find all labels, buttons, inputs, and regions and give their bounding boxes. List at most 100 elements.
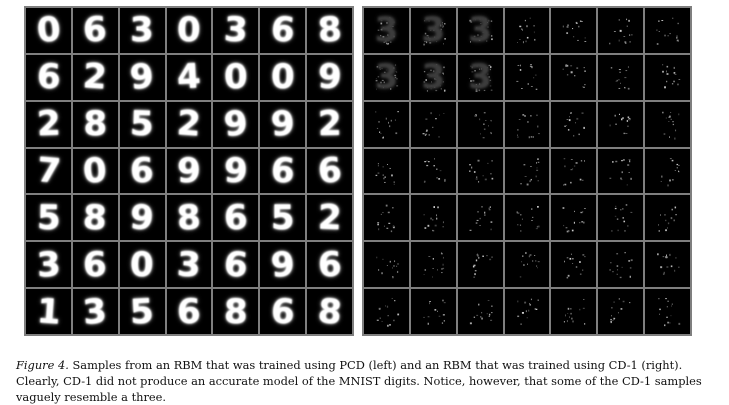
cd1-noise-speck (483, 30, 486, 32)
cd1-noise-speck (435, 89, 437, 91)
cd1-noise-pattern (609, 113, 631, 134)
cd1-noise-speck (625, 132, 627, 134)
pcd-sample-digit: 3 (176, 244, 202, 286)
pcd-sample-digit: 0 (270, 57, 295, 98)
cd1-noise-speck (667, 300, 669, 302)
cd1-noise-speck (577, 39, 580, 41)
cd1-noise-speck (519, 68, 521, 71)
cd1-noise-speck (429, 316, 430, 318)
cd1-noise-speck (477, 255, 479, 257)
cd1-noise-speck (530, 85, 533, 87)
cd1-noise-speck (670, 157, 672, 159)
cd1-noise-speck (489, 206, 491, 209)
cd1-noise-speck (477, 159, 480, 162)
cd1-noise-speck (489, 319, 492, 321)
cd1-noise-speck (585, 37, 587, 39)
cd1-noise-speck (658, 230, 660, 233)
cd1-noise-speck (487, 162, 488, 164)
cd1-noise-speck (440, 28, 442, 31)
cd1-noise-speck (477, 180, 479, 183)
cd1-noise-speck (396, 85, 399, 87)
cd1-noise-speck (483, 31, 485, 33)
cd1-noise-speck (379, 68, 381, 70)
cd1-noise-pattern (516, 114, 540, 138)
cd1-noise-speck (441, 26, 443, 28)
cd1-noise-speck (483, 128, 486, 130)
cd1-noise-speck (672, 82, 674, 85)
cd1-noise-speck (619, 113, 621, 115)
cd1-noise-pattern (609, 158, 632, 186)
cd1-noise-speck (389, 41, 392, 43)
cd1-noise-speck (530, 178, 532, 180)
cd1-noise-speck (376, 127, 379, 129)
cd1-noise-speck (675, 129, 677, 131)
cd1-noise-speck (394, 260, 396, 263)
cd1-noise-pattern (472, 253, 493, 279)
cd1-noise-speck (623, 132, 626, 134)
cd1-noise-speck (584, 83, 587, 86)
cd1-noise-speck (435, 214, 437, 217)
cd1-sample-digit: 3 (468, 57, 492, 98)
cd1-noise-speck (665, 220, 667, 222)
cd1-sample-cell (457, 195, 503, 241)
cd1-noise-speck (628, 171, 631, 173)
cd1-noise-speck (625, 70, 628, 71)
cd1-noise-speck (564, 183, 567, 185)
pcd-sample-cell: 0 (213, 54, 259, 100)
cd1-noise-speck (670, 315, 672, 317)
cd1-noise-speck (443, 302, 446, 304)
cd1-noise-speck (622, 217, 625, 220)
cd1-noise-speck (584, 323, 586, 325)
cd1-sample-cell (364, 289, 409, 334)
cd1-noise-speck (385, 69, 388, 71)
cd1-noise-speck (522, 41, 524, 44)
cd1-noise-speck (392, 276, 394, 279)
cd1-noise-speck (439, 169, 442, 171)
cd1-noise-speck (478, 18, 481, 20)
cd1-noise-speck (426, 35, 429, 37)
cd1-noise-speck (678, 170, 680, 172)
cd1-noise-speck (382, 86, 384, 88)
cd1-noise-speck (533, 255, 535, 257)
cd1-noise-speck (478, 68, 480, 70)
cd1-noise-speck (615, 160, 618, 162)
cd1-noise-speck (432, 268, 434, 270)
cd1-noise-speck (666, 73, 669, 75)
cd1-noise-speck (530, 65, 533, 68)
cd1-noise-speck (678, 113, 680, 115)
cd1-noise-speck (425, 129, 428, 132)
cd1-noise-speck (396, 271, 399, 274)
cd1-sample-cell (551, 8, 597, 53)
cd1-sample-digit: 3 (421, 57, 446, 98)
cd1-noise-speck (479, 20, 482, 22)
cd1-noise-speck (435, 66, 438, 68)
cd1-noise-speck (530, 135, 532, 138)
cd1-noise-speck (442, 72, 444, 75)
cd1-noise-speck (530, 220, 533, 222)
cd1-noise-speck (516, 128, 519, 131)
cd1-noise-speck (375, 174, 378, 176)
cd1-noise-speck (479, 218, 481, 220)
cd1-noise-speck (393, 180, 395, 183)
cd1-noise-speck (476, 34, 479, 36)
cd1-noise-speck (621, 178, 623, 180)
cd1-noise-speck (442, 221, 444, 224)
cd1-noise-speck (516, 134, 518, 136)
cd1-noise-speck (620, 177, 622, 179)
cd1-noise-speck (666, 117, 667, 119)
cd1-noise-speck (582, 269, 584, 271)
cd1-noise-speck (672, 120, 674, 122)
cd1-noise-speck (678, 266, 680, 269)
cd1-noise-pattern (376, 256, 399, 279)
cd1-noise-speck (660, 266, 663, 269)
cd1-noise-speck (668, 116, 671, 118)
figure-label: Figure 4. (16, 358, 69, 373)
cd1-noise-speck (567, 313, 569, 315)
pcd-sample-cell: 8 (307, 289, 352, 334)
cd1-noise-pattern (563, 20, 587, 42)
cd1-noise-speck (375, 79, 378, 82)
cd1-noise-speck (483, 66, 486, 68)
cd1-noise-pattern (469, 18, 493, 43)
